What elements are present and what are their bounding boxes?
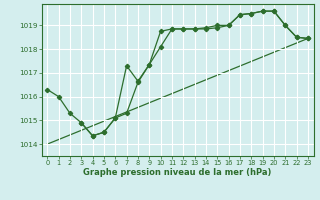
X-axis label: Graphe pression niveau de la mer (hPa): Graphe pression niveau de la mer (hPa) — [84, 168, 272, 177]
